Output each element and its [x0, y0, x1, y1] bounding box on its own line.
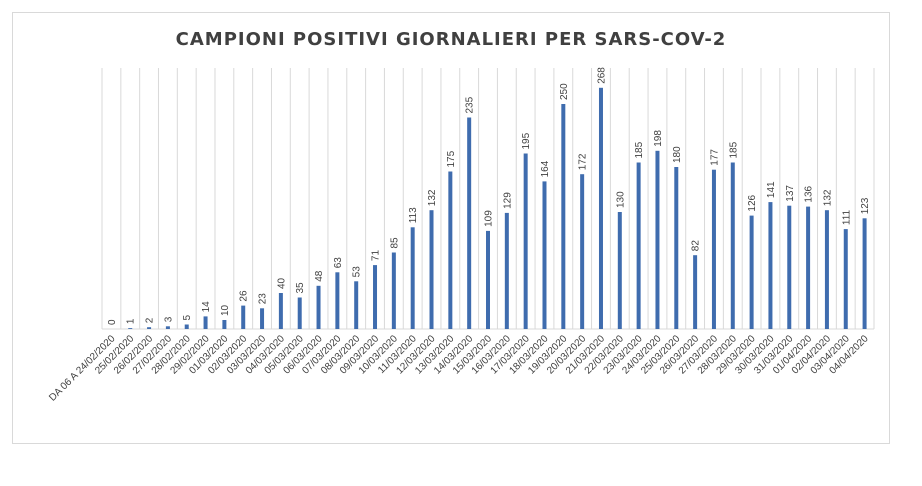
data-label: 0 — [107, 319, 118, 325]
bar — [373, 265, 378, 329]
bar — [260, 308, 265, 329]
bar — [693, 255, 698, 329]
data-label: 137 — [785, 185, 796, 202]
bar — [843, 229, 848, 329]
data-label: 185 — [634, 141, 645, 158]
data-label: 172 — [578, 153, 589, 170]
bar — [730, 162, 735, 329]
data-label: 109 — [484, 210, 495, 227]
bar — [824, 210, 829, 329]
data-label: 123 — [860, 197, 871, 214]
data-label: 63 — [333, 257, 344, 269]
data-label: 132 — [427, 189, 438, 206]
bar — [674, 167, 679, 329]
data-label: 5 — [182, 315, 193, 321]
bar — [523, 153, 528, 329]
bar — [354, 281, 359, 329]
data-label: 136 — [804, 185, 815, 202]
bar — [222, 320, 227, 329]
data-label: 175 — [446, 150, 457, 167]
data-label: 23 — [258, 293, 269, 305]
bar — [147, 327, 152, 329]
data-label: 10 — [220, 304, 231, 316]
bar — [467, 117, 472, 329]
data-label: 130 — [615, 191, 626, 208]
data-label: 177 — [709, 149, 720, 166]
data-label: 164 — [540, 160, 551, 177]
data-label: 82 — [691, 240, 702, 252]
bar — [448, 171, 453, 329]
bar — [391, 252, 396, 329]
data-label: 53 — [352, 266, 363, 278]
data-label: 111 — [841, 209, 852, 225]
bar — [504, 212, 509, 329]
bar — [278, 293, 283, 329]
data-label: 185 — [728, 141, 739, 158]
bar — [410, 227, 415, 329]
data-label: 14 — [201, 301, 212, 313]
data-label: 180 — [672, 146, 683, 163]
bar — [165, 326, 170, 329]
data-label: 26 — [239, 290, 250, 302]
data-label: 2 — [145, 317, 156, 323]
bar — [542, 181, 547, 329]
data-label: 85 — [389, 237, 400, 249]
bar — [655, 150, 660, 329]
bar — [561, 104, 566, 329]
bar — [862, 218, 867, 329]
data-label: 1 — [126, 318, 137, 324]
data-label: 195 — [521, 132, 532, 149]
bar — [128, 328, 133, 329]
bar — [787, 205, 792, 329]
bar — [203, 316, 208, 329]
bar — [768, 202, 773, 329]
bar — [580, 174, 585, 329]
data-label: 40 — [276, 277, 287, 289]
bar — [636, 162, 641, 329]
bar — [297, 297, 302, 329]
bar — [806, 206, 811, 329]
data-label: 250 — [559, 83, 570, 100]
data-label: 113 — [408, 207, 419, 223]
chart-title: CAMPIONI POSITIVI GIORNALIERI PER SARS-C… — [175, 29, 727, 50]
bar — [617, 212, 622, 329]
bar — [316, 285, 321, 329]
data-label: 129 — [502, 192, 513, 209]
data-label: 198 — [653, 130, 664, 147]
bar — [598, 87, 603, 329]
bar — [184, 324, 189, 329]
bar — [429, 210, 434, 329]
bar — [711, 169, 716, 329]
data-label: 35 — [295, 282, 306, 294]
data-label: 3 — [163, 316, 174, 322]
bar — [749, 215, 754, 329]
bar — [241, 305, 246, 329]
bar — [486, 230, 490, 329]
data-label: 132 — [822, 189, 833, 206]
data-label: 48 — [314, 270, 325, 282]
data-label: 126 — [747, 194, 758, 211]
bar — [335, 272, 340, 329]
data-label: 141 — [766, 181, 777, 198]
data-label: 71 — [371, 250, 382, 262]
data-label: 235 — [465, 96, 476, 113]
data-label: 268 — [596, 67, 607, 84]
